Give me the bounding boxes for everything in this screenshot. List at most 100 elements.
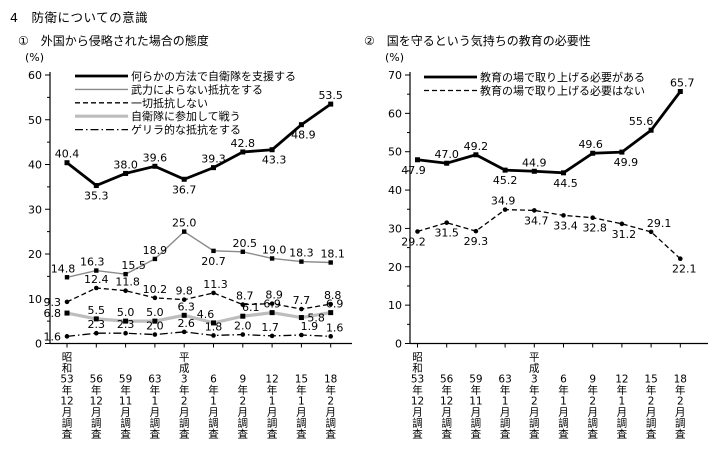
category-label: 月 bbox=[646, 407, 657, 419]
legend-label: 自衛隊に参加して戦う bbox=[131, 109, 241, 123]
data-point-marker bbox=[531, 168, 537, 174]
data-point-marker bbox=[444, 220, 450, 225]
data-point-label: 39.3 bbox=[201, 153, 226, 166]
data-point-marker bbox=[211, 320, 216, 326]
data-point-marker bbox=[415, 157, 420, 163]
category-label: 調 bbox=[120, 417, 131, 430]
data-point-label: 5.0 bbox=[146, 306, 164, 319]
category-label: 月 bbox=[325, 407, 336, 419]
data-point-marker bbox=[123, 170, 129, 176]
data-point-marker bbox=[93, 183, 99, 189]
category-label: 1 bbox=[502, 396, 509, 408]
category-label: 63 bbox=[148, 374, 161, 386]
page-title: 4 防衛についての意識 bbox=[10, 10, 149, 25]
series-line bbox=[66, 230, 331, 278]
y-tick-label: 60 bbox=[388, 107, 402, 120]
category-label: 9 bbox=[589, 374, 596, 386]
data-point-marker bbox=[123, 330, 128, 336]
category-label: 査 bbox=[675, 428, 686, 441]
series-line bbox=[66, 102, 332, 188]
y-tick-label: 10 bbox=[28, 293, 42, 306]
data-point-marker bbox=[211, 290, 216, 296]
category-label: 査 bbox=[471, 428, 482, 441]
y-tick-label: 30 bbox=[28, 203, 42, 216]
category-label: 2 bbox=[239, 396, 246, 408]
data-point-marker bbox=[240, 149, 246, 155]
category-label: 12 bbox=[440, 396, 453, 408]
category-label: 査 bbox=[587, 428, 598, 441]
data-point-label: 42.8 bbox=[231, 137, 256, 150]
y-tick-label: 60 bbox=[28, 69, 42, 82]
category-label: 年 bbox=[617, 384, 628, 397]
data-point-marker bbox=[152, 163, 158, 169]
data-point-marker bbox=[123, 318, 129, 324]
category-label: 9 bbox=[239, 374, 246, 386]
category-label: 2 bbox=[677, 396, 684, 408]
chart2-title: ② 国を守るという気持ちの教育の必要性 bbox=[364, 34, 591, 48]
category-label: 査 bbox=[179, 428, 190, 441]
data-point-marker bbox=[94, 285, 99, 291]
y-tick-label: 50 bbox=[388, 146, 402, 159]
category-label: 年 bbox=[150, 384, 161, 397]
data-point-marker bbox=[299, 332, 304, 338]
data-point-label: 6.8 bbox=[44, 307, 62, 320]
category-label: 調 bbox=[471, 417, 482, 430]
category-label: 査 bbox=[412, 428, 423, 441]
y-tick-label: 50 bbox=[28, 114, 42, 127]
data-point-label: 45.2 bbox=[493, 174, 518, 187]
data-point-label: 8.7 bbox=[236, 290, 254, 303]
category-label: 月 bbox=[150, 407, 161, 419]
category-label: 調 bbox=[91, 417, 102, 430]
category-label: 月 bbox=[558, 407, 569, 419]
category-label: 月 bbox=[238, 407, 249, 419]
category-label: 1 bbox=[619, 396, 626, 408]
category-label: 18 bbox=[674, 374, 687, 386]
category-label: 56 bbox=[440, 374, 454, 386]
category-label: 月 bbox=[441, 407, 452, 419]
data-point-label: 11.8 bbox=[115, 276, 140, 289]
category-label: 調 bbox=[587, 417, 598, 430]
data-point-label: 1.6 bbox=[326, 321, 344, 334]
y-tick-label: 20 bbox=[28, 248, 42, 261]
category-label: 53 bbox=[60, 374, 73, 386]
category-label: 年 bbox=[120, 384, 131, 397]
chart1-title: ① 外国から侵略された場合の態度 bbox=[18, 34, 209, 48]
category-label: 2 bbox=[327, 396, 334, 408]
category-label: 査 bbox=[441, 428, 452, 441]
data-point-marker bbox=[152, 318, 158, 324]
category-label: 査 bbox=[646, 428, 657, 441]
category-label: 和 bbox=[62, 363, 73, 375]
data-point-label: 1.6 bbox=[44, 330, 62, 343]
category-label: 月 bbox=[179, 407, 190, 419]
data-point-marker bbox=[211, 165, 216, 171]
category-label: 調 bbox=[412, 417, 423, 430]
series-line bbox=[66, 331, 331, 337]
data-point-marker bbox=[181, 312, 187, 318]
data-point-marker bbox=[94, 268, 99, 273]
data-point-marker bbox=[677, 88, 683, 94]
series-line bbox=[66, 287, 331, 310]
category-label: 月 bbox=[675, 407, 686, 419]
data-point-label: 6.3 bbox=[177, 300, 195, 313]
legend-label: 武力によらない抵抗をする bbox=[131, 82, 263, 96]
data-point-label: 8.9 bbox=[265, 289, 283, 302]
category-label: 年 bbox=[587, 384, 598, 397]
data-point-label: 11.3 bbox=[203, 278, 228, 291]
data-point-label: 6.1 bbox=[242, 301, 260, 314]
data-point-label: 1.7 bbox=[261, 321, 279, 334]
data-point-label: 20.7 bbox=[201, 255, 226, 268]
category-label: 月 bbox=[62, 407, 73, 419]
data-point-label: 18.9 bbox=[143, 244, 168, 257]
data-point-marker bbox=[473, 152, 479, 158]
y-axis-unit-label: (%) bbox=[25, 51, 44, 64]
category-label: 査 bbox=[62, 428, 73, 441]
data-point-label: 38.0 bbox=[113, 158, 138, 171]
category-label: 調 bbox=[441, 417, 452, 430]
category-label: 調 bbox=[529, 417, 540, 430]
category-label: 査 bbox=[500, 428, 511, 441]
data-point-label: 2.0 bbox=[146, 320, 164, 333]
data-point-label: 18.3 bbox=[289, 247, 314, 260]
category-label: 調 bbox=[150, 417, 161, 430]
